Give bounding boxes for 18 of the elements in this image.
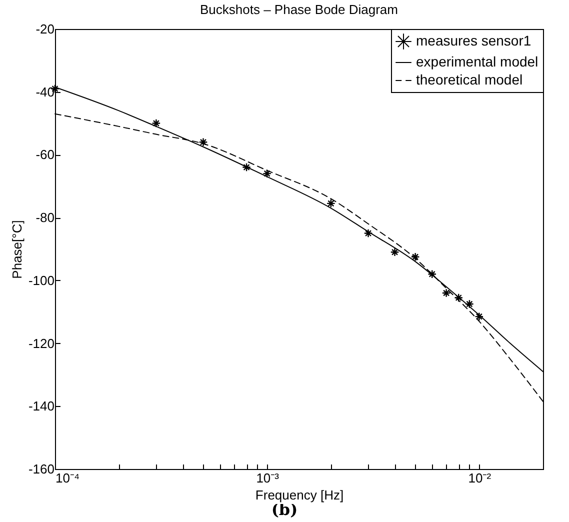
y-tick-label: -60: [36, 147, 54, 162]
y-axis-title: Phase[°C]: [9, 220, 24, 279]
y-tick-label: -140: [28, 398, 54, 414]
chart-title: Buckshots – Phase Bode Diagram: [200, 2, 398, 17]
x-axis-title: Frequency [Hz]: [255, 488, 344, 502]
legend-label: theoretical model: [416, 72, 523, 88]
y-tick-label: -20: [36, 22, 54, 36]
x-tick-label: 10⁻²: [468, 470, 492, 486]
x-tick-label: 10⁻⁴: [56, 470, 80, 486]
legend-label: measures sensor1: [416, 32, 532, 48]
y-tick-label: -100: [28, 272, 54, 288]
y-tick-label: -160: [28, 462, 54, 476]
x-tick-label: 10⁻³: [256, 470, 280, 486]
text: (b): [271, 500, 298, 519]
y-tick-label: -120: [28, 336, 54, 351]
y-tick-label: -40: [36, 84, 54, 100]
legend-label: experimental model: [416, 54, 538, 70]
y-tick-label: -80: [36, 210, 54, 226]
